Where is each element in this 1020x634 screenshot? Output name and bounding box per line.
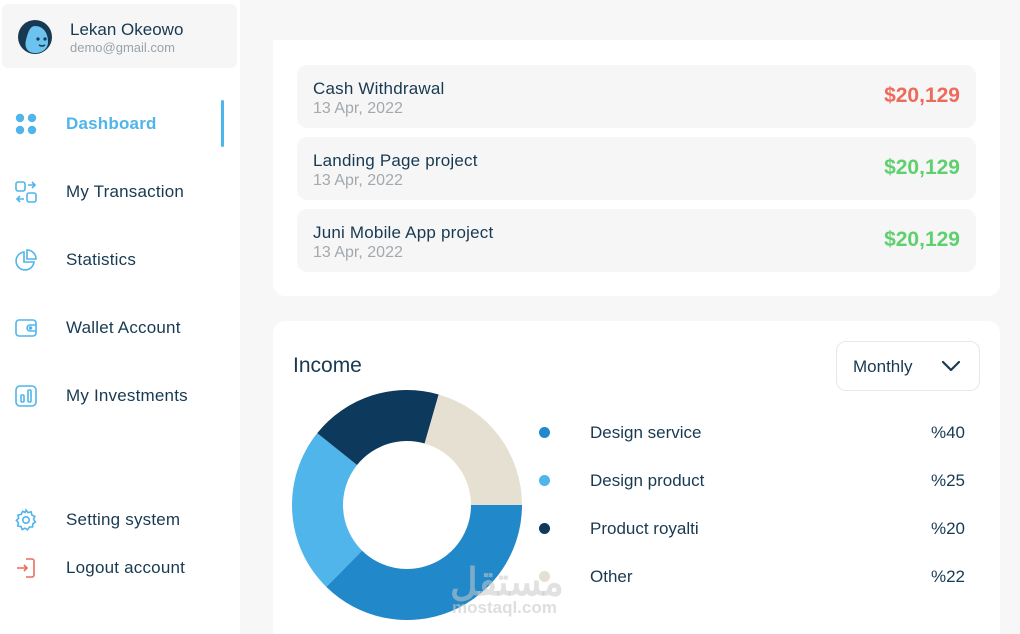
transaction-row[interactable]: Landing Page project 13 Apr, 2022 $20,12… xyxy=(297,137,976,200)
transaction-title: Cash Withdrawal xyxy=(313,79,445,98)
sidebar-item-label: Statistics xyxy=(66,250,137,269)
wallet-icon xyxy=(15,319,37,337)
profile-name: Lekan Okeowo xyxy=(70,20,184,39)
donut-slice-design-service xyxy=(326,505,522,620)
sidebar-item-wallet[interactable]: Wallet Account xyxy=(0,304,230,352)
active-indicator xyxy=(221,100,224,147)
transaction-icon xyxy=(15,181,37,203)
gear-icon xyxy=(15,508,37,531)
legend-dot xyxy=(539,427,550,438)
transaction-date: 13 Apr, 2022 xyxy=(313,244,403,261)
transaction-title: Juni Mobile App project xyxy=(313,223,494,242)
sidebar-item-label: My Investments xyxy=(66,386,188,405)
sidebar-item-statistics[interactable]: Statistics xyxy=(0,236,230,284)
logout-icon xyxy=(17,558,35,578)
donut-slice-product-royalti xyxy=(317,390,439,465)
donut-slice-design-product xyxy=(292,433,363,587)
sidebar-item-dashboard[interactable]: Dashboard xyxy=(0,100,230,148)
sidebar-item-transaction[interactable]: My Transaction xyxy=(0,168,230,216)
legend-value: %22 xyxy=(930,567,965,586)
sidebar-item-label: My Transaction xyxy=(66,182,185,201)
avatar xyxy=(18,20,52,54)
transaction-row[interactable]: Cash Withdrawal 13 Apr, 2022 $20,129 xyxy=(297,65,976,128)
donut-slice-other xyxy=(424,394,522,505)
sidebar-item-label: Wallet Account xyxy=(66,318,181,337)
legend-value: %20 xyxy=(930,519,965,538)
sidebar-item-label: Setting system xyxy=(66,510,181,529)
sidebar-item-logout[interactable]: Logout account xyxy=(0,544,230,592)
period-dropdown-value: Monthly xyxy=(853,357,913,376)
transaction-row[interactable]: Juni Mobile App project 13 Apr, 2022 $20… xyxy=(297,209,976,272)
income-card: Income Monthly Design service %40 Design… xyxy=(273,321,1000,634)
sidebar-item-settings[interactable]: Setting system xyxy=(0,496,230,544)
legend-label: Design service xyxy=(590,423,702,442)
legend-item-other: Other %22 xyxy=(531,565,971,589)
transaction-date: 13 Apr, 2022 xyxy=(313,100,403,117)
transaction-amount: $20,129 xyxy=(884,228,960,251)
transactions-card: Cash Withdrawal 13 Apr, 2022 $20,129 Lan… xyxy=(273,40,1000,296)
legend-item-product-royalti: Product royalti %20 xyxy=(531,517,971,541)
period-dropdown[interactable]: Monthly xyxy=(836,341,980,391)
bar-chart-icon xyxy=(15,385,37,407)
profile-card[interactable]: Lekan Okeowo demo@gmail.com xyxy=(2,4,237,68)
legend-dot xyxy=(539,523,550,534)
legend-value: %25 xyxy=(930,471,965,490)
sidebar: Lekan Okeowo demo@gmail.com Dashboard My… xyxy=(0,0,240,634)
sidebar-item-investments[interactable]: My Investments xyxy=(0,372,230,420)
transaction-amount: $20,129 xyxy=(884,84,960,107)
legend-label: Product royalti xyxy=(590,519,699,538)
legend-dot xyxy=(539,475,550,486)
legend-label: Design product xyxy=(590,471,705,490)
sidebar-item-label: Logout account xyxy=(66,558,186,577)
transaction-amount: $20,129 xyxy=(884,156,960,179)
income-donut-chart xyxy=(292,390,522,620)
transaction-date: 13 Apr, 2022 xyxy=(313,172,403,189)
income-title: Income xyxy=(293,354,362,377)
profile-email: demo@gmail.com xyxy=(70,40,175,55)
chevron-down-icon xyxy=(941,360,961,372)
legend-value: %40 xyxy=(930,423,965,442)
pie-chart-icon xyxy=(15,249,37,271)
sidebar-item-label: Dashboard xyxy=(66,114,157,133)
legend-dot xyxy=(539,571,550,582)
legend-item-design-product: Design product %25 xyxy=(531,469,971,493)
legend-item-design-service: Design service %40 xyxy=(531,421,971,445)
legend-label: Other xyxy=(590,567,633,586)
dashboard-icon xyxy=(15,113,37,135)
transaction-title: Landing Page project xyxy=(313,151,478,170)
